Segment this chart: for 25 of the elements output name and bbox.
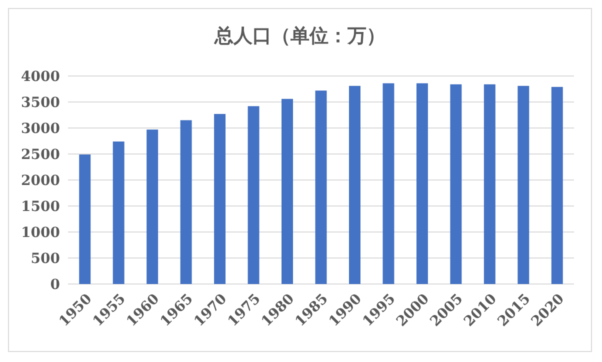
y-tick-label: 2000: [21, 172, 60, 189]
chart-title: 总人口（单位：万）: [214, 25, 386, 47]
y-tick-label: 0: [50, 276, 60, 293]
y-tick-label: 2500: [21, 146, 60, 163]
bar: [382, 83, 394, 284]
bar: [146, 130, 158, 284]
bar: [315, 90, 327, 284]
bar: [484, 84, 496, 284]
y-tick-label: 1500: [21, 198, 60, 215]
bar: [518, 86, 530, 284]
bar: [416, 83, 428, 284]
bar: [214, 114, 226, 284]
y-tick-label: 3000: [21, 120, 60, 137]
bar: [79, 154, 91, 284]
bar: [282, 98, 293, 284]
bar: [551, 86, 563, 284]
bar: [112, 142, 124, 284]
bar: [349, 86, 360, 284]
bar: [248, 106, 260, 284]
y-tick-label: 1000: [21, 224, 60, 241]
y-tick-label: 500: [30, 250, 60, 267]
y-tick-label: 4000: [21, 68, 60, 85]
bar: [450, 84, 462, 284]
bar: [180, 120, 192, 284]
y-tick-label: 3500: [21, 94, 60, 111]
